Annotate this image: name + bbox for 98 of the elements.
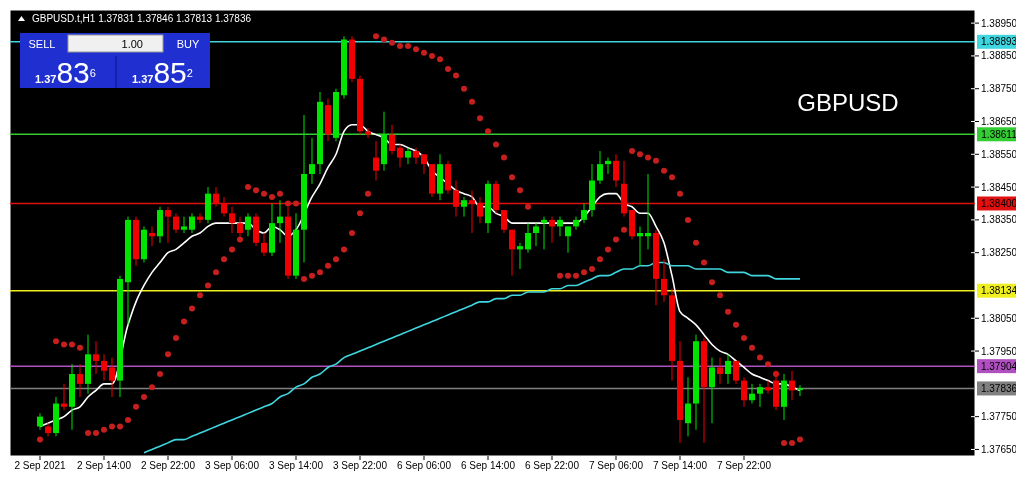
candlestick [517,242,523,270]
x-tick-label: 6 Sep 06:00 [397,460,452,471]
ref-line-label: 1.38893 [980,36,1018,48]
ref-line-label: 1.37904 [980,360,1018,372]
candlestick [581,202,587,224]
candlestick [797,384,803,397]
candlestick [565,225,571,254]
y-tick-label: 1.37650 [981,443,1018,455]
x-tick-label: 6 Sep 22:00 [525,460,580,471]
candlestick [277,199,283,244]
candlestick [245,212,251,237]
y-tick-label: 1.37750 [981,411,1018,423]
candlestick [37,412,43,431]
candlestick [149,225,155,247]
candlestick [613,153,619,188]
candlestick [757,383,763,408]
x-tick-label: 2 Sep 22:00 [141,460,196,471]
candlestick [469,189,475,234]
candlestick [101,353,107,382]
ref-line-label: 1.37836 [980,382,1018,394]
candlestick [189,212,195,234]
x-tick-label: 3 Sep 22:00 [333,460,388,471]
line-series [143,261,801,454]
y-tick-label: 1.38450 [981,181,1018,193]
candlestick [237,216,243,237]
annotation: BUY [176,38,200,50]
annotation: 1.00 [121,38,143,50]
candlestick [109,357,115,398]
candlestick [557,216,563,237]
candlestick [365,127,371,139]
candlestick [741,376,747,408]
candlestick [373,140,379,182]
candlestick [45,422,51,437]
candlestick [421,153,427,175]
candlestick [261,232,267,257]
x-tick-label: 7 Sep 14:00 [653,460,708,471]
candlestick [541,216,547,250]
candlestick [453,180,459,218]
candlestick [397,143,403,168]
y-tick-label: 1.38950 [981,17,1018,29]
candlestick [477,196,483,224]
candlestick [389,124,395,155]
candlestick [165,206,171,244]
candlestick [709,357,715,424]
candlestick [405,147,411,165]
candlestick [533,222,539,247]
line-series [39,123,801,428]
annotation: SELL [28,38,56,50]
candlestick [309,137,315,185]
candlestick [725,353,731,385]
x-tick-label: 2 Sep 2021 [14,460,67,471]
candlestick [645,173,651,250]
y-tick-label: 1.38650 [981,116,1018,127]
candlestick [61,383,67,411]
candlestick [637,225,643,267]
x-tick-label: 6 Sep 14:00 [461,460,516,471]
candlestick [173,212,179,234]
candlestick [749,383,755,405]
annotation: 1.3785$^{2}$ [132,56,193,89]
y-tick-label: 1.38050 [981,312,1018,324]
y-tick-label: 1.38750 [981,83,1018,95]
ref-line-label: 1.38611 [981,128,1018,140]
candlestick [509,229,515,277]
x-tick-label: 3 Sep 14:00 [269,460,324,471]
y-tick-label: 1.38350 [981,214,1018,226]
annotation: GBPUSD.t,H1 1.37831 1.37846 1.37813 1.37836 [32,13,252,24]
ref-line-label: 1.38400 [980,197,1018,209]
candlestick [413,147,419,165]
candlestick [525,222,531,254]
candlestick [213,186,219,208]
y-tick-label: 1.38250 [981,247,1018,259]
ref-line-label: 1.38134 [980,285,1018,297]
candlestick [789,370,795,401]
candlestick [501,209,507,234]
x-tick-label: 2 Sep 14:00 [77,460,132,471]
candlestick [221,196,227,218]
x-tick-label: 3 Sep 06:00 [205,460,260,471]
candlestick [93,340,99,375]
candlestick [181,216,187,234]
candlestick [461,196,467,218]
candlestick [197,212,203,224]
annotation: 1.3783$^{6}$ [35,56,96,89]
candlestick [549,216,555,244]
x-tick-label: 7 Sep 06:00 [589,460,644,471]
y-tick-label: 1.37950 [981,345,1018,357]
x-tick-label: 7 Sep 22:00 [717,460,772,471]
candlestick [765,380,771,395]
text: GBPUSD [797,89,899,116]
candlestick [229,206,235,234]
candlestick [605,157,611,175]
candlestick [685,376,691,437]
candlestick [77,363,83,398]
candlestick [661,258,667,303]
y-tick-label: 1.38550 [981,148,1018,160]
candlestick [717,357,723,385]
candlestick [597,150,603,185]
candlestick [573,216,579,231]
y-tick-label: 1.38850 [981,50,1018,62]
